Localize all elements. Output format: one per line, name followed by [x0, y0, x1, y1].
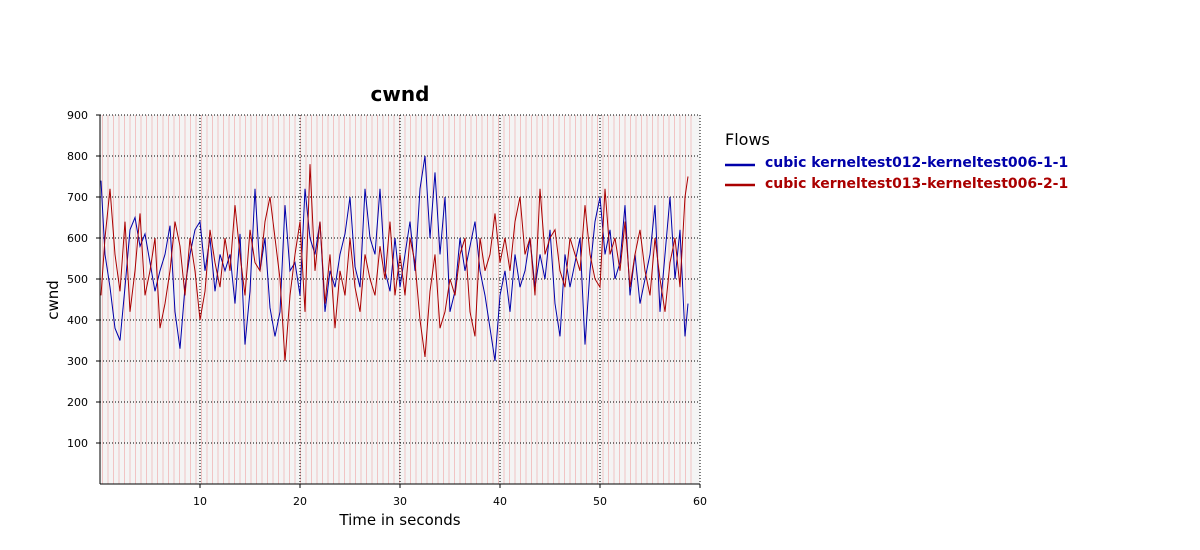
x-tick-label: 40	[493, 495, 507, 508]
x-tick-label: 20	[293, 495, 307, 508]
x-tick-label: 60	[693, 495, 707, 508]
y-tick-label: 600	[67, 232, 88, 245]
plot-area	[100, 115, 700, 484]
x-tick-label: 30	[393, 495, 407, 508]
legend-label-series-2: cubic kerneltest013-kerneltest006-2-1	[765, 176, 1068, 192]
x-tick-label: 10	[193, 495, 207, 508]
x-tick-labels: 10 20 30 40 50 60	[193, 484, 707, 508]
y-tick-label: 300	[67, 355, 88, 368]
x-axis-label: Time in seconds	[338, 511, 460, 529]
chart-title: cwnd	[371, 82, 430, 106]
y-tick-label: 900	[67, 109, 88, 122]
legend-label-series-1: cubic kerneltest012-kerneltest006-1-1	[765, 155, 1068, 171]
y-tick-label: 700	[67, 191, 88, 204]
grid-lines	[100, 114, 701, 484]
y-axis-label: cwnd	[44, 280, 62, 320]
y-tick-label: 100	[67, 437, 88, 450]
legend-title: Flows	[725, 130, 770, 149]
series-line-1	[100, 155, 689, 362]
y-tick-label: 400	[67, 314, 88, 327]
series-line-2	[100, 164, 689, 362]
y-tick-labels: 100 200 300 400 500 600 700 800 900	[67, 109, 100, 450]
y-tick-label: 200	[67, 396, 88, 409]
x-tick-label: 50	[593, 495, 607, 508]
legend: Flows cubic kerneltest012-kerneltest006-…	[725, 130, 1068, 192]
y-tick-label: 800	[67, 150, 88, 163]
y-tick-label: 500	[67, 273, 88, 286]
series-layer	[100, 155, 689, 362]
